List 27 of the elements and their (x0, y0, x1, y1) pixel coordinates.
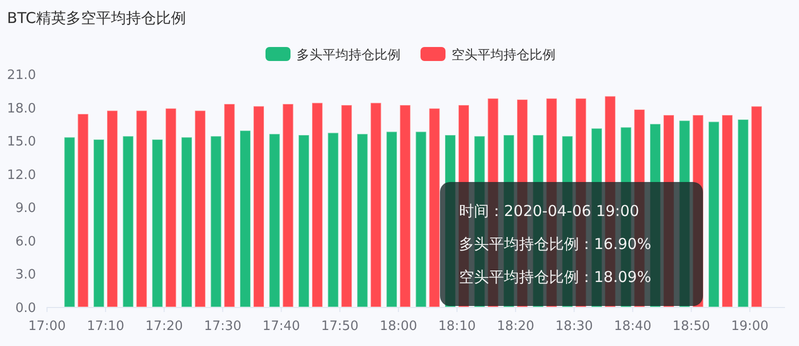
y-tick-label: 12.0 (7, 168, 36, 183)
annotation: 时间：2020-04-06 19:00 (459, 202, 640, 220)
x-tick-label: 17:30 (204, 319, 242, 334)
legend-label: 多头平均持仓比例 (296, 48, 400, 63)
x-tick-label: 18:50 (672, 319, 710, 334)
chart-title: BTC精英多空平均持仓比例 (7, 9, 186, 27)
y-tick-label: 15.0 (7, 134, 36, 150)
x-tick-label: 18:10 (438, 319, 476, 334)
y-tick-label: 0.0 (15, 301, 36, 316)
annotation: 多头平均持仓比例：16.90% (459, 235, 652, 253)
x-tick-label: 17:10 (86, 319, 124, 334)
x-tick-label: 18:00 (380, 319, 418, 334)
x-tick-label: 18:20 (496, 319, 534, 334)
y-tick-label: 6.0 (15, 234, 36, 250)
annotation: 空头平均持仓比例：18.09% (459, 268, 652, 286)
x-tick-label: 17:50 (321, 319, 359, 334)
x-tick-label: 17:40 (262, 319, 300, 334)
x-tick-label: 18:40 (614, 319, 652, 334)
x-tick-label: 18:30 (555, 319, 593, 334)
x-tick-label: 19:00 (731, 319, 769, 334)
y-tick-label: 9.0 (15, 201, 36, 216)
y-tick-label: 18.0 (7, 101, 36, 116)
y-tick-label: 21.0 (7, 68, 36, 83)
x-tick-label: 17:00 (28, 319, 66, 334)
y-tick-label: 3.0 (15, 268, 36, 283)
x-tick-label: 17:20 (145, 319, 183, 334)
legend-label: 空头平均持仓比例 (452, 48, 556, 63)
